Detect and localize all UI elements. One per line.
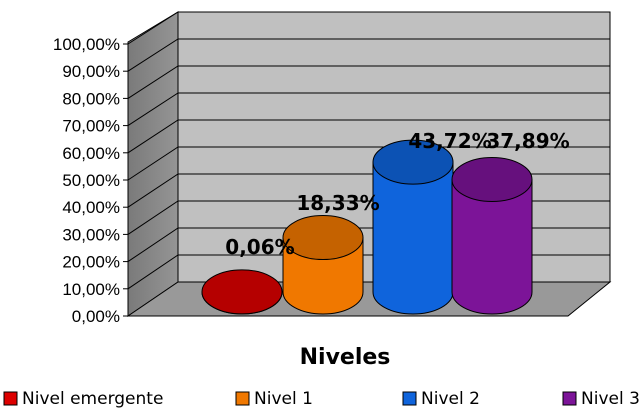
y-tick-label: 30,00%: [62, 225, 120, 244]
y-tick-label: 10,00%: [62, 280, 120, 299]
data-label: 0,06%: [225, 235, 294, 259]
y-tick-label: 70,00%: [62, 117, 120, 136]
data-label: 37,89%: [486, 129, 569, 153]
bar-nivel-1: [282, 215, 364, 315]
y-tick-label: 50,00%: [62, 171, 120, 190]
chart-floor: [126, 281, 612, 317]
legend-label: Nivel emergente: [22, 389, 163, 409]
y-tick-label: 0,00%: [72, 307, 120, 326]
legend-label: Nivel 3: [581, 389, 640, 409]
bar-top: [451, 156, 533, 202]
bars: [201, 139, 533, 315]
bar-nivel-2: [372, 139, 454, 315]
gridlines: [127, 11, 610, 290]
legend-item: Nivel 2: [402, 389, 480, 409]
legend-label: Nivel 2: [421, 389, 480, 409]
y-tick-label: 90,00%: [62, 62, 120, 81]
legend-swatch: [3, 391, 18, 406]
y-tick-label: 40,00%: [62, 198, 120, 217]
gridline: [127, 65, 610, 99]
bar-top: [201, 269, 283, 315]
legend-item: Nivel 1: [235, 389, 313, 409]
legend-swatch: [402, 391, 417, 406]
y-tick-label: 20,00%: [62, 253, 120, 272]
gridline: [127, 11, 610, 45]
y-tick-label: 80,00%: [62, 89, 120, 108]
bar-top: [282, 215, 364, 261]
y-axis: 0,00% 10,00% 20,00% 30,00% 40,00% 50,00% 60,00…: [53, 35, 129, 326]
bar-top: [372, 139, 454, 185]
gridline: [127, 92, 610, 127]
x-axis-title: Niveles: [300, 345, 391, 370]
gridline: [127, 38, 610, 72]
legend-item: Nivel 3: [562, 389, 640, 409]
data-labels: 0,06%18,33% 43,72%37,89%: [225, 129, 569, 259]
legend-swatch: [562, 391, 577, 406]
bar-nivel-emergente: [201, 269, 283, 315]
bar-body: [372, 161, 454, 315]
gridline: [127, 119, 610, 154]
data-label: 43,72%: [408, 129, 491, 153]
legend: Nivel emergente Nivel 1 Nivel 2 Nivel 3: [3, 389, 640, 409]
y-tick-label: 100,00%: [53, 35, 120, 54]
legend-item: Nivel emergente: [3, 389, 163, 409]
legend-swatch: [235, 391, 250, 406]
bar-body: [451, 178, 533, 315]
y-tick-label: 60,00%: [62, 144, 120, 163]
bar-nivel-3: [451, 156, 533, 315]
legend-label: Nivel 1: [254, 389, 313, 409]
gridline: [127, 146, 610, 181]
data-label: 18,33%: [296, 191, 379, 215]
